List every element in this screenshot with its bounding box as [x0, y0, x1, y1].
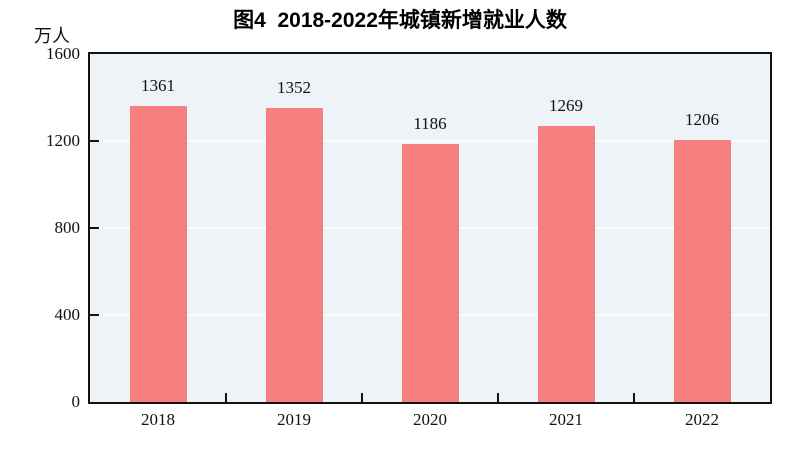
y-tick-label-1600: 1600 — [46, 44, 80, 63]
chart-title: 图4 2018-2022年城镇新增就业人数 — [233, 9, 567, 32]
x-tick-label-2019: 2019 — [277, 410, 311, 429]
y-tick-label-400: 400 — [54, 305, 81, 324]
bar-value-label-2020: 1186 — [413, 114, 447, 134]
x-tick-mark-2 — [361, 393, 363, 402]
bar-value-label-2021: 1269 — [549, 95, 583, 115]
x-tick-label-2020: 2020 — [413, 410, 447, 429]
y-tick-mark-800 — [90, 227, 99, 229]
x-tick-mark-1 — [225, 393, 227, 402]
x-tick-label-2022: 2022 — [685, 410, 719, 429]
y-tick-mark-400 — [90, 314, 99, 316]
bar-value-label-2022: 1206 — [685, 109, 719, 129]
x-tick-mark-3 — [497, 393, 499, 402]
gridline-1200 — [90, 140, 770, 142]
y-tick-label-1200: 1200 — [46, 131, 80, 150]
y-tick-label-800: 800 — [54, 218, 81, 237]
bar-2020 — [401, 144, 459, 402]
x-tick-label-2021: 2021 — [549, 410, 583, 429]
y-axis-unit-label: 万人 — [34, 26, 70, 46]
bar-2021 — [537, 126, 595, 402]
bar-value-label-2019: 1352 — [277, 77, 311, 97]
bar-value-label-2018: 1361 — [141, 75, 175, 95]
y-tick-mark-1200 — [90, 140, 99, 142]
x-tick-label-2018: 2018 — [141, 410, 175, 429]
y-tick-label-0: 0 — [71, 392, 81, 411]
x-tick-mark-4 — [633, 393, 635, 402]
bar-2022 — [673, 139, 731, 402]
bar-2018 — [129, 105, 187, 402]
plot-area — [88, 52, 772, 404]
bar-2019 — [265, 107, 323, 402]
